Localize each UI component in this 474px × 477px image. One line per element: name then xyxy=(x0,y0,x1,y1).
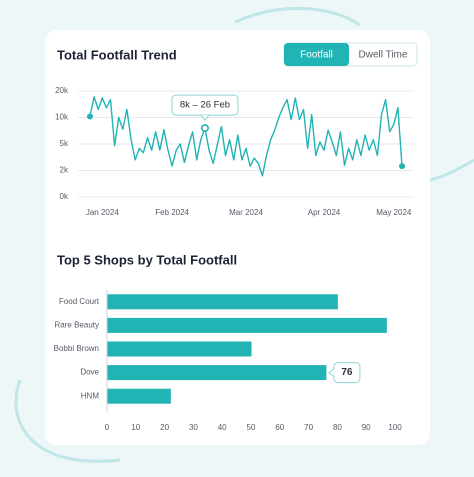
decor-curve xyxy=(14,379,121,463)
bar xyxy=(107,294,338,310)
y-tick-label: 2k xyxy=(60,166,69,175)
y-tick-label: 5k xyxy=(60,139,69,148)
toggle-active[interactable] xyxy=(284,43,349,66)
x-tick-label: Mar 2024 xyxy=(229,208,263,217)
endpoint-dot xyxy=(87,113,93,120)
x-tick-label: 90 xyxy=(362,423,371,432)
x-tick-label: 30 xyxy=(189,423,198,432)
y-tick-label: Bobbi Brown xyxy=(54,344,99,353)
bar xyxy=(107,317,387,333)
x-tick-label: 70 xyxy=(304,423,313,432)
x-tick-label: Jan 2024 xyxy=(86,208,119,217)
x-tick-label: 60 xyxy=(275,423,284,432)
x-tick-label: 20 xyxy=(160,423,169,432)
x-tick-label: May 2024 xyxy=(376,208,412,217)
bar xyxy=(107,341,252,357)
y-tick-label: 20k xyxy=(55,86,69,95)
card xyxy=(45,30,430,445)
decor-curve xyxy=(234,7,361,27)
bar xyxy=(107,365,327,381)
x-tick-label: 40 xyxy=(218,423,227,432)
line-series xyxy=(89,96,403,177)
chart-title: Total Footfall Trend xyxy=(57,47,177,62)
bar xyxy=(107,388,171,404)
endpoint-dot xyxy=(399,163,405,170)
x-tick-label: Apr 2024 xyxy=(308,208,341,217)
highlight-point xyxy=(200,124,209,133)
y-tick-label: HNM xyxy=(81,391,100,400)
chart-title: Top 5 Shops by Total Footfall xyxy=(57,252,237,267)
x-tick-label: 50 xyxy=(247,423,256,432)
tooltip-text: 8k – 26 Feb xyxy=(180,100,230,111)
x-tick-label: 10 xyxy=(131,423,140,432)
y-tick-label: 0k xyxy=(60,192,69,201)
decor-curve xyxy=(429,158,474,182)
y-tick-label: 10k xyxy=(55,113,69,122)
x-tick-label: Feb 2024 xyxy=(155,208,189,217)
y-tick-label: Dove xyxy=(80,368,99,377)
y-tick-label: Rare Beauty xyxy=(55,321,99,330)
y-tick-label: Food Court xyxy=(59,297,100,306)
toggle-label[interactable]: Footfall xyxy=(300,50,333,61)
x-tick-label: 80 xyxy=(333,423,342,432)
toggle-label[interactable]: Dwell Time xyxy=(359,50,408,61)
x-tick-label: 100 xyxy=(388,423,402,432)
tooltip-text: 76 xyxy=(341,367,353,378)
tooltip-arrow xyxy=(200,114,210,121)
x-tick-label: 0 xyxy=(105,423,110,432)
tooltip-arrow xyxy=(328,368,335,378)
